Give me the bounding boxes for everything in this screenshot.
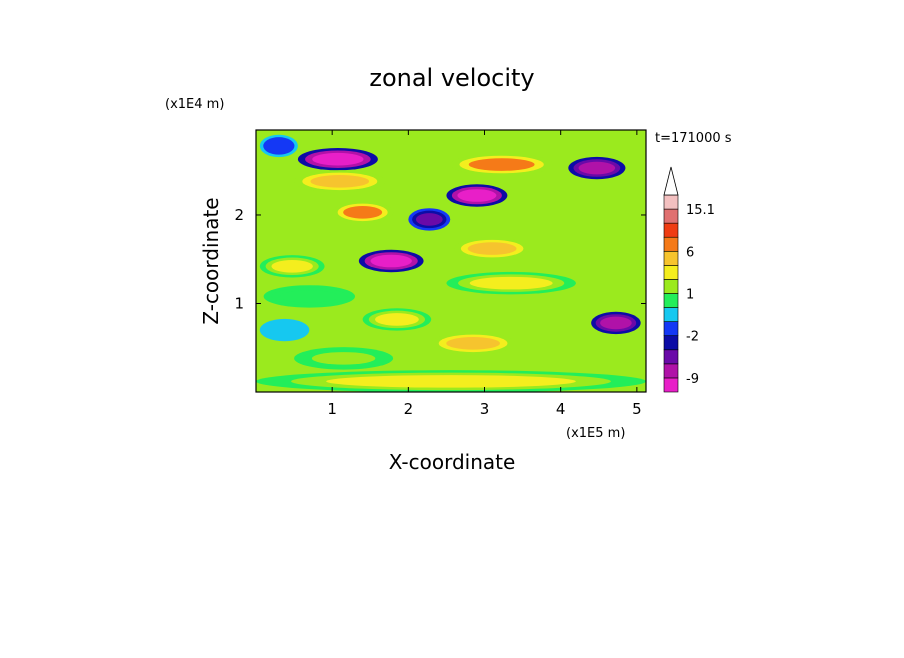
colorbar-segment-7: [663, 279, 679, 294]
contour-band-10-2: [271, 260, 313, 273]
colorbar-segment-3: [663, 335, 679, 351]
contour-band-11-2: [469, 276, 553, 290]
colorbar: 15.1 6 1 -2 -9: [663, 166, 715, 393]
colorbar-extend-arrow: [663, 166, 679, 196]
contour-band-4-2: [310, 175, 370, 188]
contour-band-5-2: [457, 189, 497, 202]
contour-band-14-2: [600, 316, 632, 330]
colorbar-segment-2: [663, 349, 679, 365]
y-unit-label: (x1E4 m): [165, 97, 224, 112]
y-tick-label-0: 1: [234, 294, 244, 312]
colorbar-label-0: 15.1: [686, 203, 715, 218]
contour-band-12-2: [280, 290, 339, 303]
contour-band-13-2: [374, 313, 419, 326]
plot-frame: [255, 129, 647, 393]
colorbar-label-1: 6: [686, 245, 694, 260]
y-tick-label-1: 2: [234, 206, 244, 224]
heatmap-field: [256, 130, 646, 392]
colorbar-label-3: -2: [686, 330, 699, 345]
contour-band-1-2: [312, 152, 364, 166]
colorbar-segment-6: [663, 293, 679, 308]
contour-band-3-2: [578, 161, 616, 175]
colorbar-segment-13: [663, 194, 679, 210]
x-tick-label-4: 5: [632, 400, 642, 418]
contour-band-9-2: [370, 254, 412, 268]
colorbar-segment-4: [663, 321, 679, 337]
x-tick-label-3: 4: [556, 400, 566, 418]
contour-band-8-2: [467, 242, 517, 255]
x-tick-label-1: 2: [404, 400, 414, 418]
contour-band-18-2: [326, 375, 576, 388]
x-tick-label-2: 3: [480, 400, 490, 418]
colorbar-segment-12: [663, 208, 679, 224]
colorbar-segment-8: [663, 265, 679, 280]
colorbar-segment-0: [663, 377, 679, 393]
x-axis: 1 2 3 4 5: [327, 130, 642, 418]
contour-band-7-2: [415, 213, 443, 226]
contour-band-15-2: [268, 323, 301, 337]
contour-band-0-2: [266, 139, 292, 153]
colorbar-segment-5: [663, 307, 679, 322]
colorbar-segment-11: [663, 222, 679, 238]
colorbar-segment-1: [663, 363, 679, 379]
x-tick-label-0: 1: [327, 400, 337, 418]
colorbar-segment-9: [663, 250, 679, 266]
colorbar-label-2: 1: [686, 288, 694, 303]
contour-band-16-2: [446, 337, 500, 350]
contour-band-2-2: [468, 158, 535, 171]
contour-band-6-2: [343, 206, 383, 219]
x-unit-label: (x1E5 m): [566, 426, 625, 441]
time-label: t=171000 s: [655, 131, 732, 146]
x-axis-label: X-coordinate: [389, 450, 516, 474]
colorbar-label-4: -9: [686, 372, 699, 387]
chart-title: zonal velocity: [369, 64, 534, 92]
y-axis: 12: [234, 206, 646, 312]
colorbar-segment-10: [663, 236, 679, 252]
contour-band-17-2: [311, 352, 376, 365]
y-axis-label: Z-coordinate: [199, 197, 223, 324]
